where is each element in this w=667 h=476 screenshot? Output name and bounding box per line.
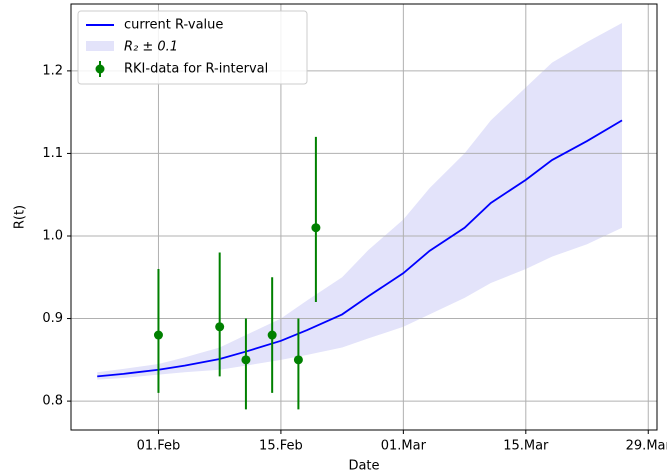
x-axis-label: Date	[348, 459, 379, 474]
data-point	[153, 330, 163, 340]
data-point	[267, 330, 277, 340]
data-point	[241, 355, 251, 365]
y-axis-label: R(t)	[13, 205, 28, 229]
legend-swatch	[95, 64, 105, 74]
data-point	[215, 322, 225, 332]
legend-label: RKI-data for R-interval	[124, 62, 268, 77]
x-tick-label: 15.Feb	[259, 439, 303, 454]
data-point	[293, 355, 303, 365]
legend-swatch	[86, 41, 114, 51]
confidence-band	[97, 22, 623, 380]
x-tick-label: 29.Mar	[626, 439, 667, 454]
y-tick-label: 1.2	[42, 63, 63, 78]
y-tick-label: 0.9	[42, 311, 63, 326]
plot-frame	[70, 3, 658, 431]
x-tick-label: 15.Mar	[503, 439, 549, 454]
line-series	[97, 119, 623, 378]
data-point	[311, 223, 321, 233]
y-tick-label: 1.0	[42, 228, 63, 243]
x-tick-label: 01.Feb	[137, 439, 181, 454]
y-tick-label: 0.8	[42, 394, 63, 409]
legend-label: current R-value	[124, 18, 223, 33]
x-tick-label: 01.Mar	[381, 439, 427, 454]
legend-box	[77, 10, 308, 85]
legend-label: R₂ ± 0.1	[124, 40, 178, 55]
y-tick-label: 1.1	[42, 146, 63, 161]
